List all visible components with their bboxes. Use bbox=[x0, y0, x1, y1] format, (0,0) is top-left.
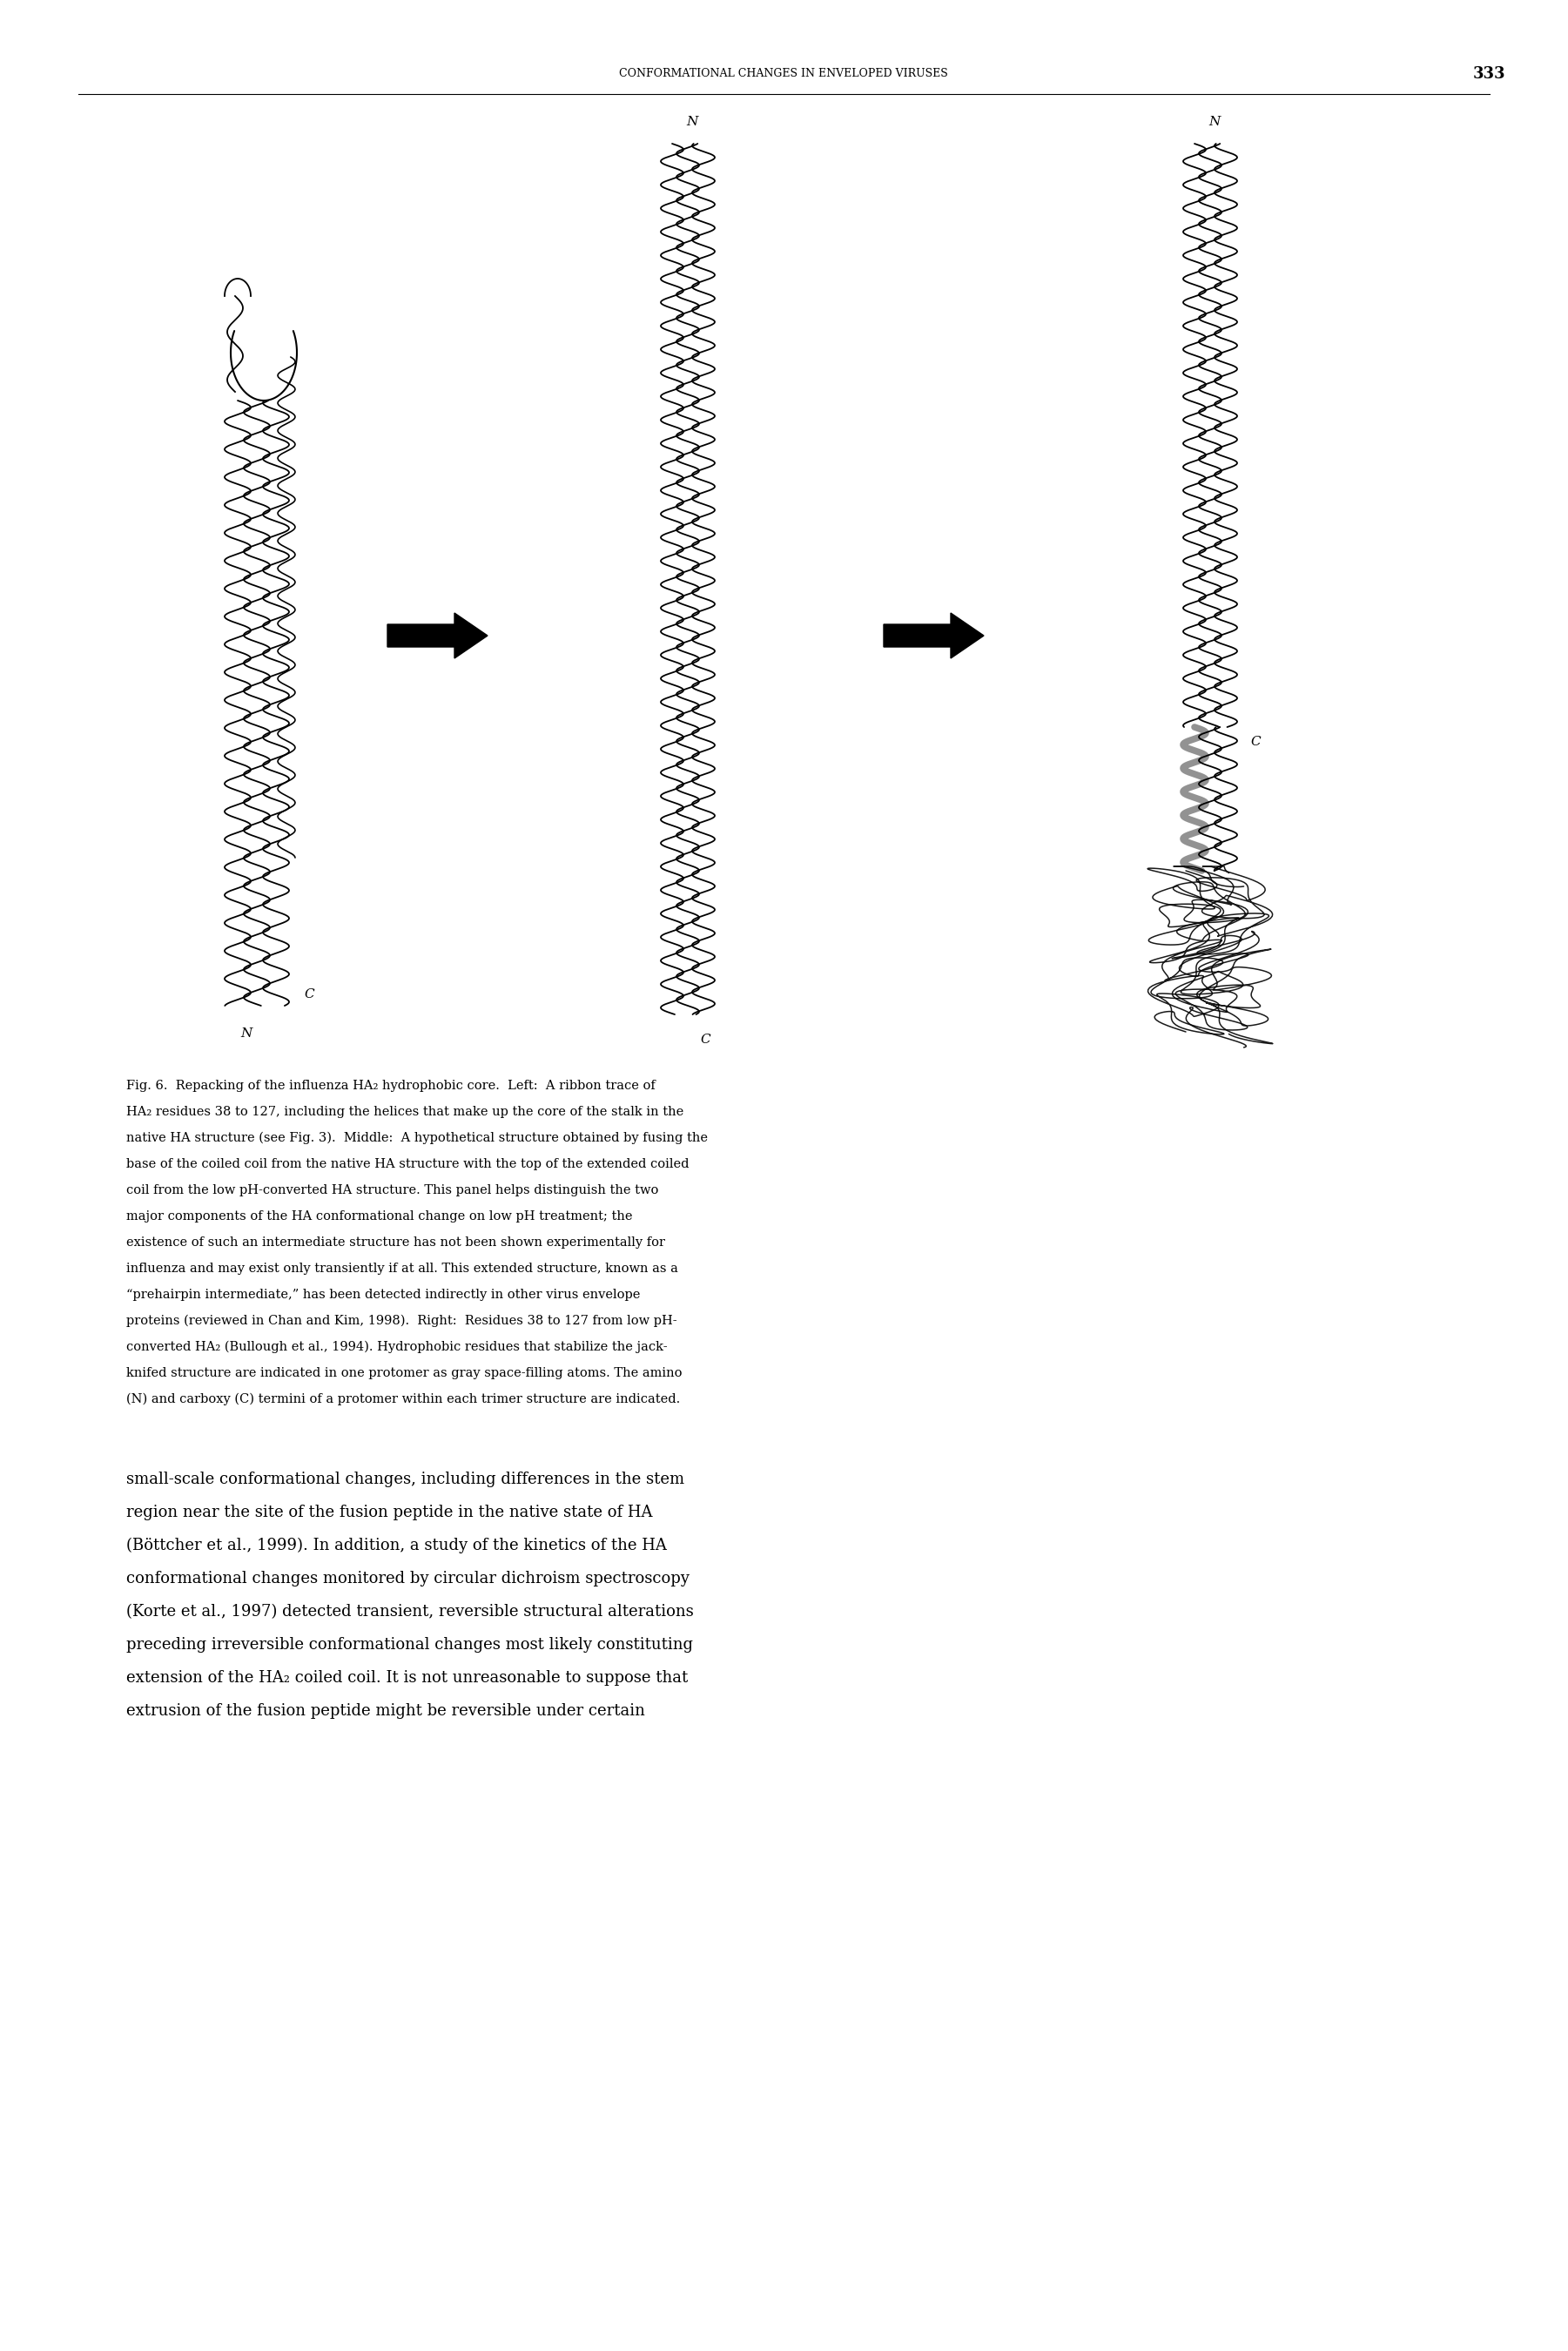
Text: proteins (reviewed in Chan and Kim, 1998).  Right:  Residues 38 to 127 from low : proteins (reviewed in Chan and Kim, 1998… bbox=[127, 1314, 677, 1328]
Text: CONFORMATIONAL CHANGES IN ENVELOPED VIRUSES: CONFORMATIONAL CHANGES IN ENVELOPED VIRU… bbox=[619, 68, 949, 80]
Text: Fig. 6.  Repacking of the influenza HA₂ hydrophobic core.  Left:  A ribbon trace: Fig. 6. Repacking of the influenza HA₂ h… bbox=[127, 1079, 655, 1091]
Text: region near the site of the fusion peptide in the native state of HA: region near the site of the fusion pepti… bbox=[127, 1505, 652, 1521]
Text: knifed structure are indicated in one protomer as gray space-filling atoms. The : knifed structure are indicated in one pr… bbox=[127, 1366, 682, 1380]
Text: extrusion of the fusion peptide might be reversible under certain: extrusion of the fusion peptide might be… bbox=[127, 1702, 644, 1719]
FancyArrow shape bbox=[884, 614, 983, 658]
Text: influenza and may exist only transiently if at all. This extended structure, kno: influenza and may exist only transiently… bbox=[127, 1262, 677, 1274]
Text: preceding irreversible conformational changes most likely constituting: preceding irreversible conformational ch… bbox=[127, 1636, 693, 1653]
Text: N: N bbox=[240, 1027, 252, 1039]
Text: (N) and carboxy (C) termini of a protomer within each trimer structure are indic: (N) and carboxy (C) termini of a protome… bbox=[127, 1394, 681, 1406]
Text: major components of the HA conformational change on low pH treatment; the: major components of the HA conformationa… bbox=[127, 1211, 632, 1223]
Text: coil from the low pH-converted HA structure. This panel helps distinguish the tw: coil from the low pH-converted HA struct… bbox=[127, 1185, 659, 1197]
Text: (Böttcher et al., 1999). In addition, a study of the kinetics of the HA: (Böttcher et al., 1999). In addition, a … bbox=[127, 1538, 666, 1554]
Text: HA₂ residues 38 to 127, including the helices that make up the core of the stalk: HA₂ residues 38 to 127, including the he… bbox=[127, 1105, 684, 1119]
Text: extension of the HA₂ coiled coil. It is not unreasonable to suppose that: extension of the HA₂ coiled coil. It is … bbox=[127, 1669, 688, 1686]
Text: C: C bbox=[304, 987, 314, 1002]
Text: 333: 333 bbox=[1472, 66, 1505, 82]
Text: (Korte et al., 1997) detected transient, reversible structural alterations: (Korte et al., 1997) detected transient,… bbox=[127, 1603, 693, 1620]
Text: “prehairpin intermediate,” has been detected indirectly in other virus envelope: “prehairpin intermediate,” has been dete… bbox=[127, 1288, 640, 1300]
Text: N: N bbox=[1209, 115, 1220, 127]
Text: conformational changes monitored by circular dichroism spectroscopy: conformational changes monitored by circ… bbox=[127, 1570, 690, 1587]
Text: native HA structure (see Fig. 3).  Middle:  A hypothetical structure obtained by: native HA structure (see Fig. 3). Middle… bbox=[127, 1131, 707, 1145]
Text: base of the coiled coil from the native HA structure with the top of the extende: base of the coiled coil from the native … bbox=[127, 1159, 688, 1171]
Text: C: C bbox=[701, 1034, 710, 1046]
Text: N: N bbox=[687, 115, 698, 127]
FancyArrow shape bbox=[387, 614, 488, 658]
Text: small-scale conformational changes, including differences in the stem: small-scale conformational changes, incl… bbox=[127, 1472, 684, 1488]
Text: C: C bbox=[1250, 736, 1261, 748]
Text: converted HA₂ (Bullough et al., 1994). Hydrophobic residues that stabilize the j: converted HA₂ (Bullough et al., 1994). H… bbox=[127, 1340, 668, 1354]
Text: existence of such an intermediate structure has not been shown experimentally fo: existence of such an intermediate struct… bbox=[127, 1237, 665, 1248]
